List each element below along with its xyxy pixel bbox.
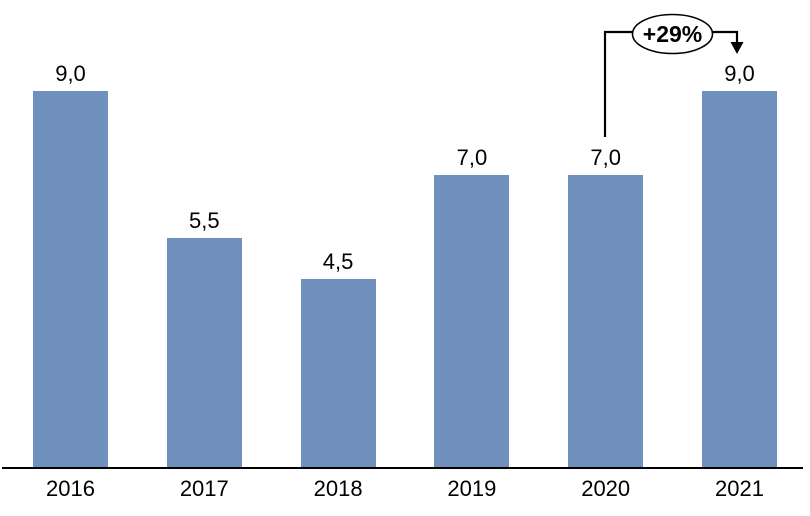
annotation-ellipse xyxy=(631,13,714,55)
x-axis-line xyxy=(2,467,803,469)
bar-2019 xyxy=(434,175,510,468)
category-label-2018: 2018 xyxy=(313,476,363,501)
annotation-arrowhead-icon xyxy=(730,42,744,54)
bar-2016 xyxy=(33,91,108,468)
bar-2021 xyxy=(702,91,777,468)
bar-2017 xyxy=(166,238,242,468)
value-label-2020: 7,0 xyxy=(590,145,621,170)
value-label-2018: 4,5 xyxy=(322,249,354,274)
annotation-connector-right xyxy=(712,30,739,43)
value-label-2019: 7,0 xyxy=(456,145,488,170)
category-label-2017: 2017 xyxy=(179,476,229,501)
annotation-label: +29% xyxy=(643,21,702,47)
annotation-connector-left xyxy=(603,30,633,137)
category-label-2021: 2021 xyxy=(715,476,764,501)
category-label-2020: 2020 xyxy=(581,476,631,501)
category-label-2019: 2019 xyxy=(447,476,497,501)
value-label-2021: 9,0 xyxy=(724,61,755,86)
bar-2018 xyxy=(300,279,376,468)
value-label-2016: 9,0 xyxy=(55,61,86,86)
value-label-2017: 5,5 xyxy=(189,208,220,233)
bar-2020 xyxy=(568,175,644,468)
category-label-2016: 2016 xyxy=(46,476,95,501)
